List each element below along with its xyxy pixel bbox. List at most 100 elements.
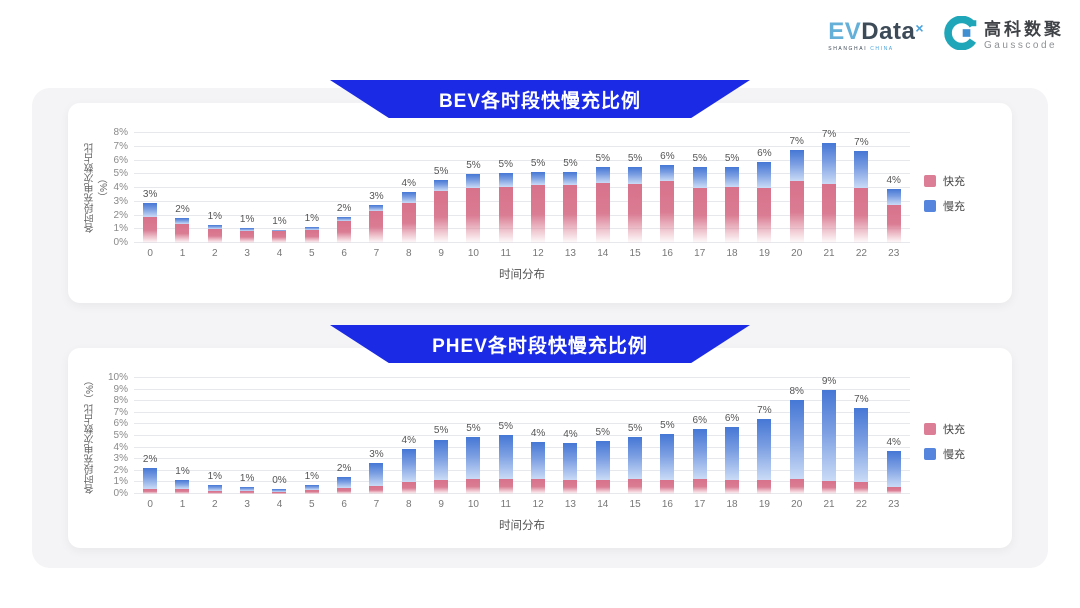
bar-stack <box>272 488 287 494</box>
x-tick-label: 20 <box>791 248 803 259</box>
x-tick-label: 11 <box>500 499 511 510</box>
bar-segment-fast-charge <box>143 488 158 494</box>
x-tick-label: 5 <box>309 248 315 259</box>
plot-column: 2% 1% 1% 1% 0% 1% 2% 3% 4% 5% 5% 5% 4% 4% 5% 5% 5% 6% 6% 7%… <box>134 376 910 533</box>
gridline <box>134 187 910 188</box>
bar-segment-slow-charge <box>498 434 513 479</box>
bar-stack <box>822 389 837 494</box>
bar-segment-slow-charge <box>240 227 255 231</box>
gausscode-text: 高科数聚 Gausscode <box>984 19 1064 51</box>
x-tick-label: 11 <box>500 248 511 259</box>
gausscode-en: Gausscode <box>984 39 1058 51</box>
legend-item-fast: 快充 <box>924 421 1002 437</box>
gridline <box>134 242 910 243</box>
bar-total-label: 3% <box>369 190 384 202</box>
bar-stack <box>498 434 513 494</box>
plot-area: 2% 1% 1% 1% 0% 1% 2% 3% 4% 5% 5% 5% 4% 4% 5% 5% 5% 6% 6% 7%… <box>134 376 910 494</box>
bar-total-label: 6% <box>757 147 772 159</box>
bar-group: 7% <box>845 133 877 243</box>
bar-total-label: 5% <box>530 157 546 169</box>
gausscode-cn: 高科数聚 <box>984 19 1064 39</box>
bar-stack <box>822 142 837 243</box>
bar-total-label: 5% <box>433 165 449 177</box>
bar-segment-fast-charge <box>595 182 610 243</box>
x-tick-label: 1 <box>179 248 186 259</box>
y-tick-label: 3% <box>113 453 128 465</box>
gridline <box>134 469 910 471</box>
y-tick-label: 6% <box>113 418 128 430</box>
legend-item-slow: 慢充 <box>924 198 1002 214</box>
gridline <box>134 435 910 436</box>
y-tick-label: 2% <box>113 209 128 221</box>
x-tick-label: 16 <box>661 499 673 510</box>
bar-stack <box>595 440 610 494</box>
fast-charge-swatch <box>924 175 936 187</box>
bar-segment-slow-charge <box>466 437 481 479</box>
bar-stack <box>401 448 416 494</box>
bar-stack <box>531 441 546 494</box>
bar-total-label: 0% <box>272 474 287 486</box>
gausscode-icon <box>944 15 978 55</box>
bar-segment-fast-charge <box>595 480 610 494</box>
bar-group: 5% <box>587 378 619 494</box>
bar-total-label: 7% <box>821 128 837 140</box>
bar-total-label: 5% <box>466 423 481 435</box>
gridline <box>134 446 910 448</box>
fast-charge-swatch <box>924 423 936 435</box>
bar-stack <box>660 433 675 494</box>
bar-segment-slow-charge <box>240 487 255 492</box>
gridline <box>134 458 910 460</box>
x-tick-label: 9 <box>438 499 444 510</box>
evdata-subtitle: SHANGHAI CHINA <box>828 45 894 52</box>
bar-total-label: 7% <box>757 404 772 416</box>
bar-total-label: 2% <box>336 202 352 214</box>
evdata-ev: EV <box>828 17 862 45</box>
bar-total-label: 7% <box>789 135 804 147</box>
y-tick-label: 4% <box>113 441 128 453</box>
x-tick-label: 12 <box>532 248 544 259</box>
x-tick-label: 12 <box>532 499 544 510</box>
x-tick-label: 4 <box>276 248 283 259</box>
x-axis-ticks: 0 1 2 3 4 5 6 7 8 9 10 11 12 13 14 15 16 17 18 19 20 21 22 23 <box>134 248 910 259</box>
x-tick-label: 21 <box>823 499 835 510</box>
bar-segment-fast-charge <box>628 478 643 494</box>
bar-total-label: 4% <box>886 175 901 187</box>
bar-segment-slow-charge <box>207 485 222 491</box>
x-tick-label: 14 <box>597 248 609 259</box>
bar-group: 9% <box>813 376 845 494</box>
bar-group: 8% <box>781 378 813 494</box>
y-tick-label: 0% <box>113 237 128 248</box>
bar-total-label: 6% <box>692 415 707 427</box>
bar-total-label: 5% <box>433 425 449 437</box>
bar-group: 0% <box>263 378 295 494</box>
bar-segment-slow-charge <box>660 433 675 481</box>
bar-stack <box>725 426 740 494</box>
bar-segment-slow-charge <box>692 167 707 188</box>
x-tick-label: 23 <box>888 248 900 259</box>
bev-chart-card: 各时段充电次数占比（%） 0% 1% 2% 3% 4% 5% 6% 7% 8% 3% 2% 1% 1%… <box>68 103 1012 303</box>
x-tick-label: 20 <box>791 499 803 510</box>
bar-segment-fast-charge <box>498 186 513 243</box>
bar-stack <box>466 437 481 494</box>
gridline <box>134 493 910 494</box>
x-tick-label: 22 <box>855 248 867 259</box>
bar-stack <box>628 437 643 494</box>
bar-total-label: 2% <box>336 462 352 474</box>
bar-stack <box>886 189 901 243</box>
bar-total-label: 5% <box>498 420 513 432</box>
bars-container: 3% 2% 1% 1% 1% 1% 2% 3% 4% 5% 5% 5% 5% 5% 5% 5% 6% 5% 5% 6%… <box>134 128 910 243</box>
x-tick-label: 15 <box>629 248 641 259</box>
y-tick-label: 5% <box>113 430 128 441</box>
x-tick-label: 0 <box>147 248 153 259</box>
bar-group: 3% <box>360 378 392 494</box>
bar-segment-fast-charge <box>822 183 837 243</box>
bar-segment-slow-charge <box>757 161 772 188</box>
bar-group: 1% <box>263 133 295 243</box>
bar-segment-slow-charge <box>207 225 222 230</box>
bar-segment-slow-charge <box>628 167 643 184</box>
bar-group: 2% <box>328 133 360 243</box>
x-tick-label: 7 <box>373 499 380 510</box>
x-tick-label: 19 <box>758 248 770 259</box>
gridline <box>134 388 910 390</box>
bev-title-banner: BEV各时段快慢充比例 <box>330 80 750 118</box>
